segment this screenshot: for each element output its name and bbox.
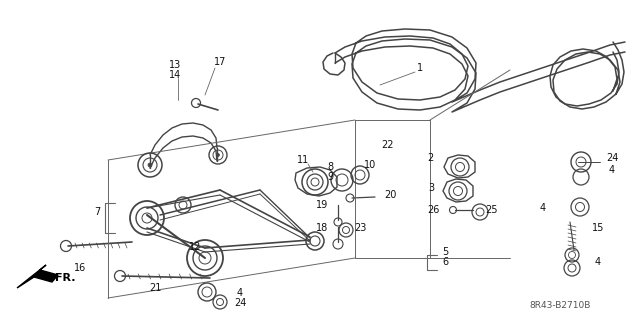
- Text: 10: 10: [364, 160, 376, 170]
- Text: 22: 22: [381, 140, 394, 150]
- Text: 13: 13: [169, 60, 181, 70]
- Text: 8R43-B2710B: 8R43-B2710B: [529, 300, 591, 309]
- Text: 7: 7: [93, 207, 100, 217]
- Text: 17: 17: [214, 57, 226, 67]
- Text: 9: 9: [327, 172, 333, 182]
- Text: 3: 3: [428, 183, 434, 193]
- Text: 24: 24: [606, 153, 618, 163]
- Text: 4: 4: [237, 288, 243, 298]
- Text: 1: 1: [417, 63, 423, 73]
- Text: 25: 25: [486, 205, 499, 215]
- Text: 15: 15: [592, 223, 604, 233]
- Text: 24: 24: [234, 298, 246, 308]
- Text: 26: 26: [428, 205, 440, 215]
- Circle shape: [216, 153, 220, 157]
- Text: 4: 4: [540, 203, 546, 213]
- Text: 4: 4: [609, 165, 615, 175]
- Text: 2: 2: [428, 153, 434, 163]
- Text: 11: 11: [297, 155, 309, 165]
- Text: 18: 18: [316, 223, 328, 233]
- Circle shape: [148, 163, 152, 167]
- Text: 23: 23: [354, 223, 366, 233]
- Text: FR.: FR.: [55, 273, 76, 283]
- Text: 4: 4: [595, 257, 601, 267]
- Text: 14: 14: [169, 70, 181, 80]
- Text: 16: 16: [74, 263, 86, 273]
- Text: 5: 5: [442, 247, 448, 257]
- Polygon shape: [17, 265, 58, 288]
- Text: 12: 12: [189, 242, 201, 252]
- Text: 6: 6: [442, 257, 448, 267]
- Text: 8: 8: [327, 162, 333, 172]
- Text: 19: 19: [316, 200, 328, 210]
- Text: 20: 20: [384, 190, 396, 200]
- Text: 21: 21: [149, 283, 161, 293]
